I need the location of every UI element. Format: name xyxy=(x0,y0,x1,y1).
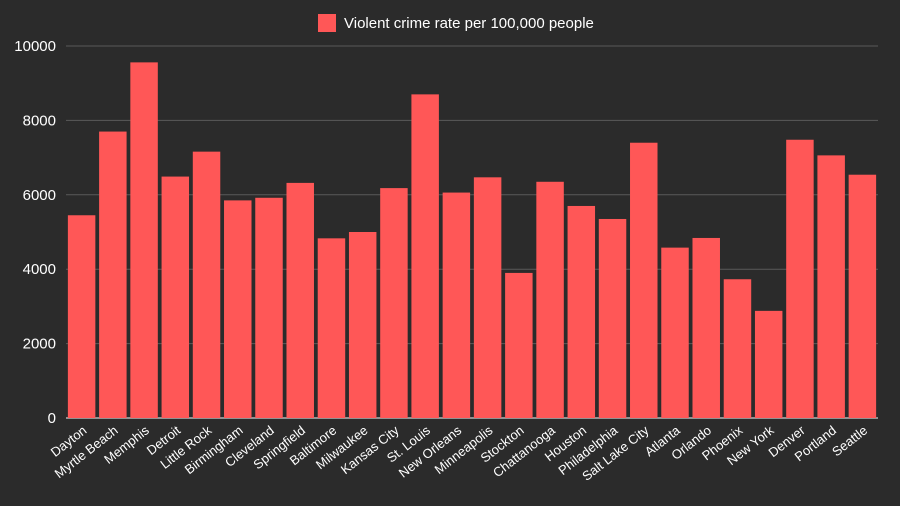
y-tick-label: 6000 xyxy=(23,187,56,204)
legend-swatch xyxy=(318,14,336,32)
bar xyxy=(567,205,596,418)
bar xyxy=(848,174,877,418)
bar xyxy=(161,176,190,418)
bar xyxy=(99,131,127,418)
bar xyxy=(630,142,658,418)
bar xyxy=(67,215,96,418)
bar xyxy=(380,188,408,418)
y-tick-label: 2000 xyxy=(23,336,56,353)
y-tick-label: 10000 xyxy=(14,38,56,55)
legend: Violent crime rate per 100,000 people xyxy=(318,14,594,32)
y-tick-label: 0 xyxy=(48,410,56,427)
y-tick-label: 4000 xyxy=(23,261,56,278)
bar xyxy=(536,181,564,418)
y-tick-label: 8000 xyxy=(23,112,56,129)
bar xyxy=(442,192,471,418)
bar xyxy=(130,62,158,418)
x-tick-label: Seattle xyxy=(829,423,870,460)
bar xyxy=(817,155,845,419)
bar xyxy=(723,279,752,418)
bar xyxy=(661,247,689,418)
bar xyxy=(786,139,814,418)
bar xyxy=(598,218,627,418)
bar xyxy=(692,237,720,418)
bar xyxy=(224,200,252,418)
bar xyxy=(255,197,283,418)
bars xyxy=(67,62,877,419)
bar xyxy=(754,310,783,418)
bar xyxy=(411,94,439,419)
bar xyxy=(505,272,533,418)
bar xyxy=(286,182,314,418)
bar xyxy=(192,151,221,418)
bar xyxy=(473,177,502,418)
bar xyxy=(317,238,346,418)
legend-label: Violent crime rate per 100,000 people xyxy=(344,15,594,32)
bar xyxy=(348,232,377,418)
y-axis-ticks: 0 2000 4000 6000 8000 10000 xyxy=(14,38,56,427)
